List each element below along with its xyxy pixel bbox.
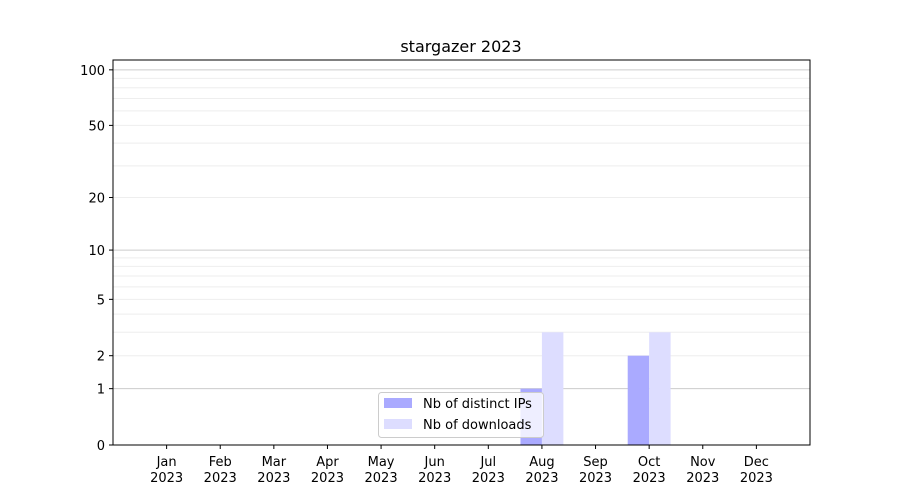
bar-downloads xyxy=(541,332,564,445)
y-tick-label: 50 xyxy=(88,119,105,134)
x-tick-label: 2023 xyxy=(311,471,344,486)
x-tick-label: Sep xyxy=(583,455,608,470)
y-tick-label: 100 xyxy=(80,64,105,79)
x-tick-label: May xyxy=(368,455,395,470)
x-tick-label: Apr xyxy=(316,455,339,470)
x-tick-label: 2023 xyxy=(472,471,505,486)
y-tick-label: 20 xyxy=(88,192,105,207)
bar-downloads xyxy=(649,332,671,445)
x-axis: Jan2023Feb2023Mar2023Apr2023May2023Jun20… xyxy=(150,445,773,486)
x-tick-label: Jun xyxy=(424,455,445,470)
legend-swatch-downloads xyxy=(384,419,412,429)
legend-label-downloads: Nb of downloads xyxy=(423,418,532,433)
x-tick-label: Dec xyxy=(744,455,769,470)
chart-title: stargazer 2023 xyxy=(400,37,521,56)
x-tick-label: 2023 xyxy=(686,471,719,486)
x-tick-label: Mar xyxy=(262,455,287,470)
x-tick-label: 2023 xyxy=(633,471,666,486)
x-tick-label: 2023 xyxy=(579,471,612,486)
x-tick-label: 2023 xyxy=(150,471,183,486)
y-tick-label: 10 xyxy=(88,244,105,259)
plot-frame xyxy=(112,59,811,446)
legend-box xyxy=(378,392,544,438)
y-axis: 0 1 2 5 10 20 50 100 xyxy=(80,64,113,454)
x-tick-label: 2023 xyxy=(257,471,290,486)
x-tick-label: Jul xyxy=(479,455,496,470)
legend-label-ips: Nb of distinct IPs xyxy=(423,397,532,412)
x-tick-label: 2023 xyxy=(740,471,773,486)
y-tick-label: 2 xyxy=(97,350,105,365)
grid xyxy=(113,69,810,390)
y-tick-label: 0 xyxy=(97,439,105,454)
y-tick-label: 5 xyxy=(97,293,105,308)
x-tick-label: 2023 xyxy=(418,471,451,486)
x-tick-label: 2023 xyxy=(365,471,398,486)
x-tick-label: Oct xyxy=(638,455,660,470)
x-tick-label: Aug xyxy=(529,455,554,470)
y-tick-label: 1 xyxy=(97,383,105,398)
x-tick-label: Feb xyxy=(209,455,232,470)
x-tick-label: 2023 xyxy=(525,471,558,486)
x-tick-label: Nov xyxy=(690,455,716,470)
legend-swatch-ips xyxy=(384,398,412,408)
legend: Nb of distinct IPs Nb of downloads xyxy=(378,392,544,438)
x-tick-label: Jan xyxy=(156,455,177,470)
x-tick-label: 2023 xyxy=(204,471,237,486)
bar-ips xyxy=(627,355,650,445)
